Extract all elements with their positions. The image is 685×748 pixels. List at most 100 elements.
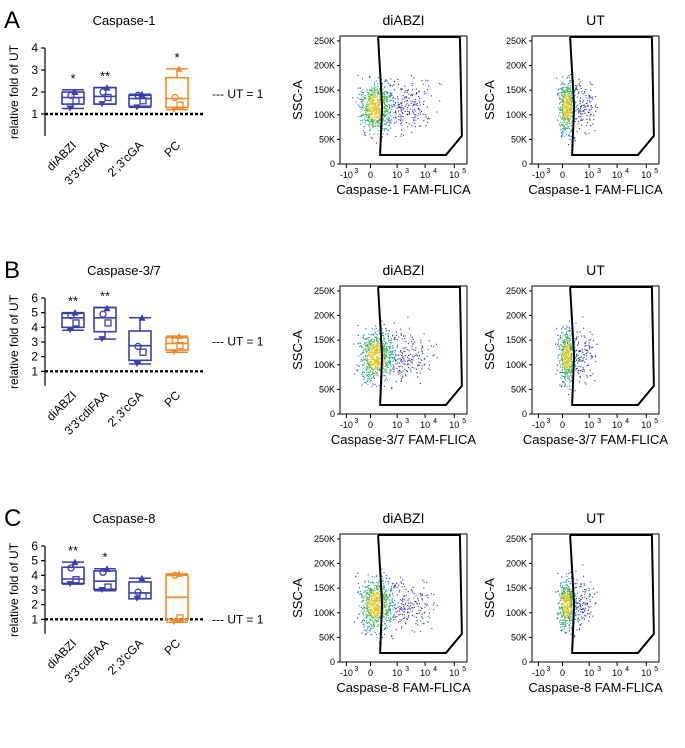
flow-event [558, 345, 560, 347]
flow-event [569, 334, 571, 336]
flow-event [369, 630, 371, 632]
flow-event [562, 82, 564, 84]
flow-event [387, 100, 389, 102]
flow-event [373, 359, 375, 361]
flow-event [581, 105, 583, 107]
flow-event [363, 606, 365, 608]
flow-event [567, 597, 569, 599]
flow-event [383, 348, 385, 350]
data-point [170, 349, 178, 356]
flow-event [569, 107, 571, 109]
box-2 [128, 90, 152, 111]
flow-event [565, 617, 567, 619]
flow-event [566, 584, 568, 586]
flow-event [379, 98, 381, 100]
flow-event [433, 608, 435, 610]
flow-event [389, 123, 391, 125]
flow-event [414, 116, 416, 118]
flow-event [566, 342, 568, 344]
y-tick-label: 2 [31, 350, 38, 364]
flow-event [567, 588, 569, 590]
flow-event [368, 612, 370, 614]
flow-event [566, 127, 568, 129]
flow-event [561, 118, 563, 120]
flow-event [566, 594, 568, 596]
flow-event [370, 593, 372, 595]
flow-event [409, 353, 411, 355]
flow-event [374, 110, 376, 112]
flow-event [362, 92, 364, 94]
flow-event [569, 622, 571, 624]
flow-event [363, 358, 365, 360]
flow-event [377, 356, 379, 358]
flow-event [393, 368, 395, 370]
flow-event [565, 354, 567, 356]
flow-event [364, 590, 366, 592]
flow-event [566, 90, 568, 92]
flow-event [362, 352, 364, 354]
flow-event [564, 344, 566, 346]
flow-event [375, 370, 377, 372]
flow-event [366, 597, 368, 599]
flow-event [406, 91, 408, 93]
flow-event [421, 345, 423, 347]
flow-event [365, 338, 367, 340]
flow-event [362, 335, 364, 337]
flow-event [572, 362, 574, 364]
flow-event [373, 91, 375, 93]
flow-event [580, 119, 582, 121]
flow-event [562, 134, 564, 136]
flow-event [384, 79, 386, 81]
flow-event [385, 574, 387, 576]
flow-event [388, 106, 390, 108]
flow-event [564, 129, 566, 131]
flow-event [384, 348, 386, 350]
flow-event [360, 354, 362, 356]
flow-event [564, 621, 566, 623]
flow-event [387, 333, 389, 335]
flow-event [412, 591, 414, 593]
flow-event [379, 348, 381, 350]
flow-event [417, 351, 419, 353]
flow-event [415, 93, 417, 95]
flow-event [384, 342, 386, 344]
box-body [61, 566, 85, 585]
flow-event [357, 74, 359, 76]
flow-event [378, 605, 380, 607]
flow-event [383, 92, 385, 94]
flow-event [570, 633, 572, 635]
flow-event [592, 96, 594, 98]
flow-event [377, 353, 379, 355]
flow-event [377, 133, 379, 135]
flow-event [374, 595, 376, 597]
flow-event [390, 351, 392, 353]
flow-event [561, 622, 563, 624]
flow-event [375, 600, 377, 602]
flow-event [378, 607, 380, 609]
flow-event [427, 367, 429, 369]
flow-event [413, 604, 415, 606]
flow-event [374, 108, 376, 110]
flow-event [369, 133, 371, 135]
flow-event [379, 337, 381, 339]
flow-event [376, 608, 378, 610]
flow-event [417, 376, 419, 378]
flow-event [568, 337, 570, 339]
flow-event [371, 386, 373, 388]
data-point [138, 314, 146, 321]
flow-y-tick-label: 0 [330, 159, 335, 169]
flow-event [562, 113, 564, 115]
flow-event [408, 364, 410, 366]
flow-event [384, 353, 386, 355]
flow-event [375, 353, 377, 355]
flow-event [584, 614, 586, 616]
flow-event [395, 102, 397, 104]
flow-event [388, 607, 390, 609]
flow-event [423, 611, 425, 613]
flow-event [571, 611, 573, 613]
flow-event [369, 363, 371, 365]
flow-event [373, 604, 375, 606]
flow-event [384, 110, 386, 112]
flow-event [362, 623, 364, 625]
flow-event [563, 93, 565, 95]
